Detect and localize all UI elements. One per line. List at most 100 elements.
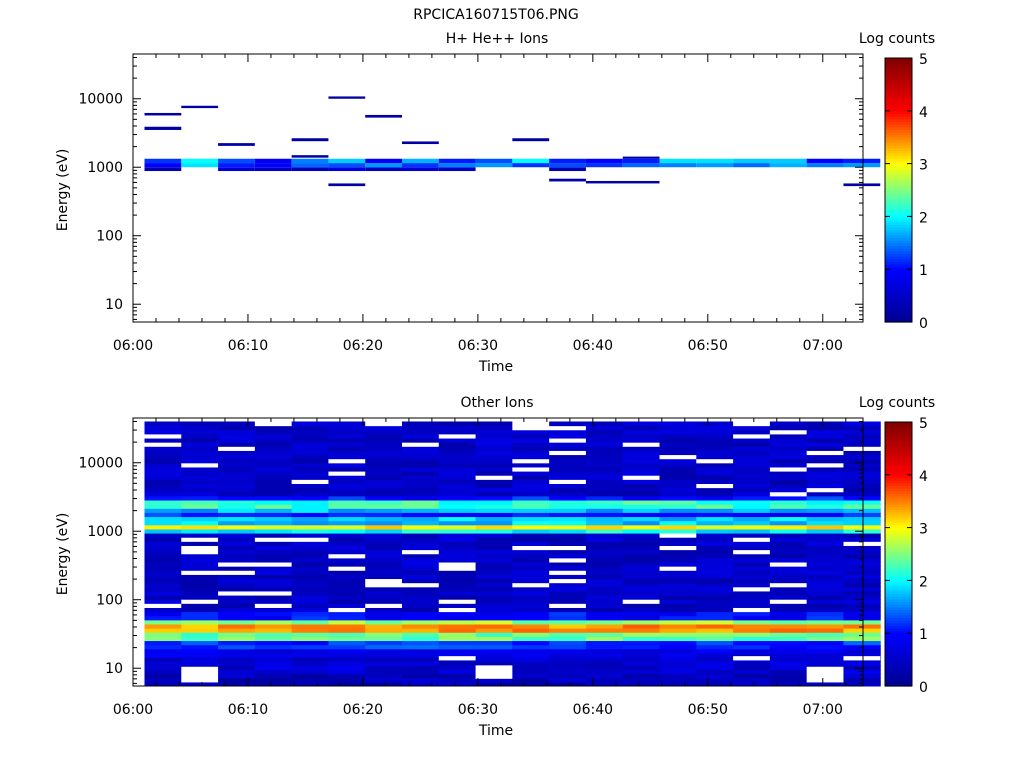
heatmap-cell	[475, 541, 513, 546]
heatmap-cell	[365, 471, 403, 476]
heatmap-cell	[365, 607, 403, 613]
colorbar-swatch	[885, 258, 912, 262]
heatmap-cell	[218, 648, 256, 654]
heatmap-cell	[512, 512, 550, 518]
colorbar-swatch	[885, 279, 912, 283]
heatmap-cell	[549, 528, 587, 534]
heatmap-cell	[549, 512, 587, 518]
heatmap-cell	[585, 487, 624, 493]
heatmap-cell	[549, 595, 587, 600]
heatmap-cell	[438, 624, 477, 629]
heatmap-cell	[181, 632, 219, 637]
heatmap-cell	[475, 595, 513, 600]
heatmap-cell	[585, 607, 624, 613]
heatmap-cell	[218, 681, 256, 687]
heatmap-cell	[438, 545, 477, 551]
heatmap-cell	[549, 516, 587, 522]
colorbar-swatch	[885, 638, 912, 642]
heatmap-cell	[402, 471, 440, 476]
heatmap-cell	[254, 677, 293, 683]
y-tick-label: 10	[105, 661, 123, 677]
axes: 06:00 06:10 06:20 06:30 06:40 06:50 07:0010100…	[78, 53, 864, 354]
heatmap-cell	[291, 677, 329, 683]
heatmap-cell	[696, 665, 734, 670]
heatmap-cell	[659, 487, 697, 493]
heatmap-cell	[365, 541, 403, 546]
colorbar-swatch	[885, 195, 912, 199]
heatmap-cell	[585, 438, 624, 443]
heatmap-cell	[328, 607, 366, 613]
heatmap-cell	[622, 438, 661, 443]
colorbar-swatch	[885, 495, 912, 500]
heatmap-cell	[365, 566, 403, 571]
heatmap-cell	[402, 479, 440, 484]
colorbar-swatch	[885, 274, 912, 278]
heatmap-cell	[769, 479, 808, 484]
heatmap-cell	[254, 657, 293, 662]
heatmap-cell	[181, 603, 219, 608]
heatmap-cell	[328, 624, 366, 629]
heatmap-cell	[806, 557, 844, 563]
heatmap-cell	[622, 574, 661, 580]
heatmap-cell	[659, 595, 697, 600]
heatmap-cell	[769, 421, 808, 427]
heatmap-cell	[254, 586, 293, 592]
heatmap-cell	[328, 545, 366, 551]
heatmap-cell	[659, 652, 697, 658]
heatmap-cell	[254, 669, 293, 675]
heatmap-cell	[549, 665, 587, 670]
heatmap-cell	[585, 566, 624, 571]
heatmap-cell	[291, 648, 329, 654]
heatmap-cell	[438, 582, 477, 588]
heatmap-cell	[806, 454, 844, 460]
heatmap-cell	[733, 553, 771, 559]
heatmap-cell	[585, 508, 624, 513]
heatmap-cell	[585, 483, 624, 489]
heatmap-cell	[733, 582, 771, 588]
heatmap-cell	[402, 533, 440, 538]
heatmap-cell	[622, 545, 661, 551]
heatmap-cell	[622, 158, 660, 164]
colorbar-swatch	[885, 277, 912, 281]
heatmap-cell	[144, 158, 182, 164]
heatmap-cell	[696, 640, 734, 646]
heatmap-cell	[733, 442, 771, 447]
heatmap-cell	[696, 636, 734, 642]
heatmap-cell	[218, 590, 256, 596]
heatmap-cell	[291, 512, 329, 518]
heatmap-cell	[365, 433, 403, 439]
heatmap-cell	[622, 661, 661, 666]
heatmap-cell	[512, 429, 550, 435]
heatmap-cell	[365, 475, 403, 480]
heatmap-cell	[512, 661, 550, 666]
colorbar-swatch	[885, 580, 912, 584]
heatmap-cell	[328, 628, 366, 633]
x-tick-label: 06:00	[113, 338, 153, 354]
heatmap-cell	[291, 520, 329, 526]
heatmap-cell	[254, 512, 293, 518]
heatmap-cell	[218, 603, 256, 608]
heatmap-cell	[549, 607, 587, 613]
y-tick-label: 10000	[78, 456, 123, 472]
heatmap-cell	[254, 433, 293, 439]
colorbar-swatch	[885, 514, 912, 518]
heatmap-cell	[475, 446, 513, 451]
heatmap-cell	[218, 446, 256, 451]
heatmap-cell	[549, 590, 587, 596]
heatmap-cell	[144, 528, 182, 534]
heatmap-cell	[769, 562, 808, 567]
heatmap-cell	[254, 537, 293, 542]
heatmap-cell	[659, 570, 697, 575]
heatmap-cell	[806, 603, 844, 608]
heatmap-cell	[328, 537, 366, 542]
heatmap-cell	[475, 163, 513, 168]
heatmap-cell	[218, 661, 256, 666]
heatmap-cell	[475, 475, 513, 480]
colorbar-tick-label: 2	[919, 210, 928, 226]
heatmap-cell	[181, 657, 219, 662]
heatmap-cell	[291, 549, 329, 555]
heatmap-cell	[585, 433, 624, 439]
heatmap-cell	[696, 652, 734, 658]
colorbar-swatch	[885, 84, 912, 88]
colorbar-swatch	[885, 445, 912, 449]
